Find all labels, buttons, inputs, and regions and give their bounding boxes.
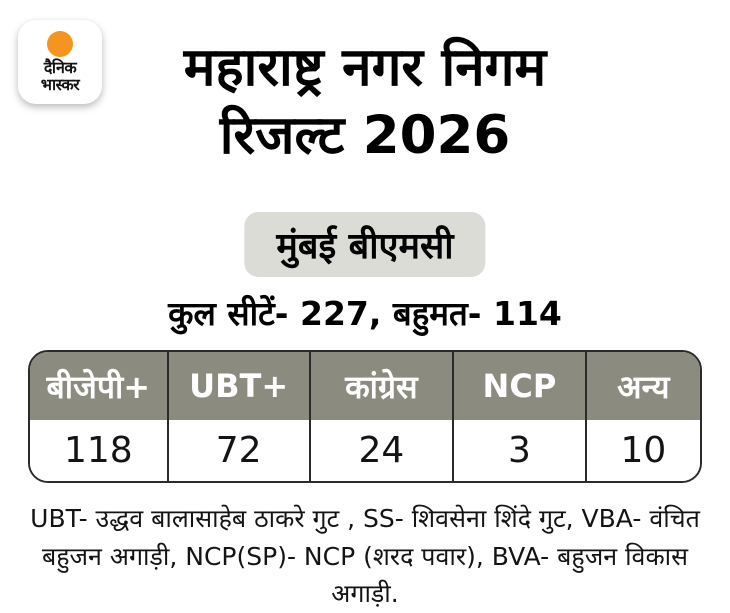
table-value-row: 118 72 24 3 10 [30,420,700,481]
table-value-cell-bjp: 118 [63,430,133,471]
table-header-cell-bjp: बीजेपी+ [46,367,151,406]
page-title: महाराष्ट्र नगर निगम रिजल्ट 2026 [0,34,730,170]
table-header-cell-congress: कांग्रेस [308,352,452,420]
table-value-cell-congress: 24 [308,420,452,481]
table-value-cell-ncp: 3 [452,420,585,481]
footnote: UBT- उद्धव बालासाहेब ठाकरे गुट , SS- शिव… [30,500,700,613]
table-header-row: बीजेपी+ UBT+ कांग्रेस NCP अन्य [30,352,700,420]
seats-summary: कुल सीटें- 227, बहुमत- 114 [168,294,562,333]
brand-logo: दैनिक भास्कर [18,20,102,104]
logo-text-line-2: भास्कर [40,74,80,94]
results-table: बीजेपी+ UBT+ कांग्रेस NCP अन्य 118 72 24… [28,350,702,483]
table-value-cell-ubt: 72 [166,420,309,481]
logo-text-line-1: दैनिक [43,57,77,77]
logo-sun-icon [47,30,73,57]
page-title-line-1: महाराष्ट्र नगर निगम [183,37,547,98]
page-title-line-2: रिजल्ट 2026 [219,104,511,166]
city-badge: मुंबई बीएमसी [244,212,486,277]
footnote-line-2: बहुजन अगाड़ी, NCP(SP)- NCP (शरद पवार), B… [41,541,689,609]
table-value-cell-others: 10 [584,420,700,481]
footnote-line-1: UBT- उद्धव बालासाहेब ठाकरे गुट , SS- शिव… [30,504,700,533]
table-header-cell-others: अन्य [584,352,700,420]
table-header-cell-ubt: UBT+ [166,352,309,420]
table-header-cell-ncp: NCP [452,352,585,420]
